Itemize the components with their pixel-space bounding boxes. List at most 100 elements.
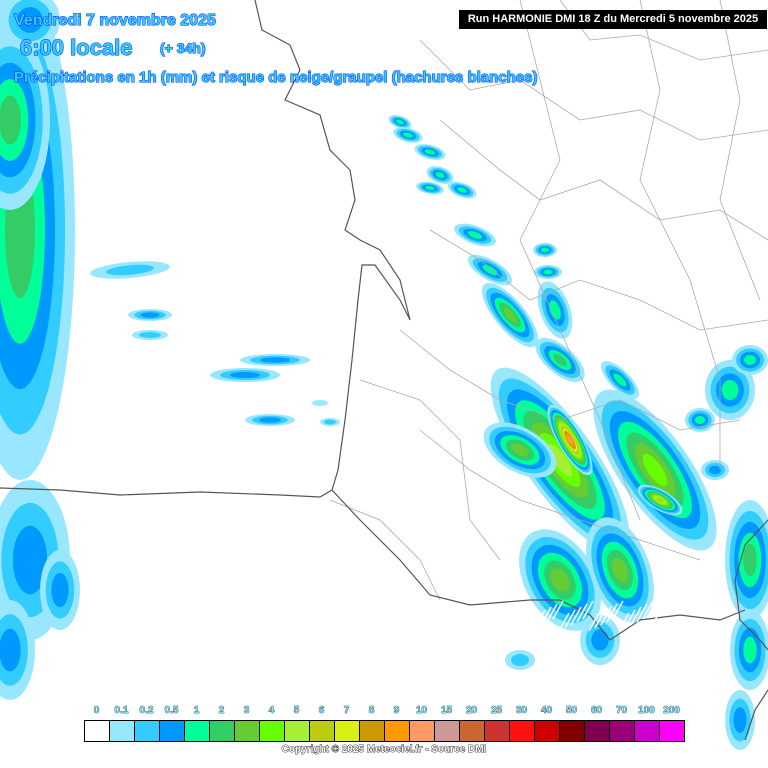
legend-label: 25 [490,705,503,717]
precipitation-field [0,0,768,750]
precip-contour [744,355,756,365]
precip-contour [511,654,529,666]
precip-contour [567,436,573,444]
legend-label: 4 [268,705,275,717]
legend-label: 50 [565,705,578,717]
legend-label: 7 [343,705,350,717]
precip-contour [17,7,43,33]
legend-label: 15 [440,705,453,717]
precip-contour [733,707,747,733]
snow-hatch-line [606,603,618,623]
legend-swatch [110,721,135,741]
snow-hatch-line [540,606,552,626]
snow-hatch-line [576,603,588,623]
precip-contour [642,453,668,487]
precip-contour [695,416,705,424]
snow-hatch-line [534,609,546,629]
precip-contour [613,373,627,387]
precip-contour [139,332,161,338]
precip-contour [140,312,160,318]
legend-swatch [485,721,510,741]
precip-contour [403,132,413,138]
precip-contour [591,629,609,651]
precip-contour [550,568,570,592]
precip-contour [12,525,48,595]
snow-hatch-line [600,606,612,626]
legend-swatch [610,721,635,741]
legend-label: 60 [590,705,603,717]
legend-swatch [185,721,210,741]
forecast-lead-time: (+ 34h) [160,40,207,57]
precip-contour [547,443,573,477]
legend-label: 0.1 [114,705,129,717]
legend-label: 3 [243,705,250,717]
legend-label: 0.2 [139,705,154,717]
precip-contour [230,372,260,378]
legend-swatch [360,721,385,741]
legend-label: 10 [415,705,428,717]
legend-label: 0 [93,705,100,717]
legend-swatch [260,721,285,741]
legend-swatch [535,721,560,741]
precip-contour [612,557,628,583]
precip-contour [541,247,549,253]
precip-contour [709,465,721,475]
legend-label: 30 [515,705,528,717]
precip-contour [312,400,328,406]
legend-label: 200 [663,705,680,717]
legend-swatch [635,721,660,741]
precip-contour [543,269,553,275]
legend-label: 5 [293,705,300,717]
legend-swatch [135,721,160,741]
legend-swatch [460,721,485,741]
legend-swatch [285,721,310,741]
snow-hatch-line [558,612,570,632]
legend-swatch [335,721,360,741]
precip-contour [0,95,21,145]
legend-label: 100 [638,705,655,717]
snow-hatch-line [636,603,648,623]
model-run-label: Run HARMONIE DMI 18 Z du Mercredi 5 nove… [459,10,767,29]
snow-hatch-line [630,606,642,626]
precip-contour [468,231,482,239]
snow-hatch-line [582,600,594,620]
legend-label: 20 [465,705,478,717]
copyright: Copyright © 2025 Meteociel.fr - Source D… [281,744,487,756]
precip-contour [425,185,435,191]
legend-swatch [585,721,610,741]
snow-hatch-line [618,612,630,632]
precip-contour [106,264,154,276]
precip-contour [503,307,517,323]
legend-label: 6 [318,705,325,717]
forecast-date: Vendredi 7 novembre 2025 [14,12,217,30]
precip-contour [549,300,561,320]
precip-contour [259,417,281,423]
precip-contour [396,119,404,125]
map-description: Précipitations en 1h (mm) et risque de n… [13,69,538,87]
snow-hatch-line [648,612,660,632]
legend-swatch [560,721,585,741]
precip-contour [553,353,567,367]
snow-hatch-line [546,603,558,623]
precip-contour [260,357,290,363]
precip-contour [435,172,445,178]
legend-swatch [310,721,335,741]
legend-labels: 0 0.1 0.2 0.5 1 2 3 4 5 6 7 8 9 10 15 20 25 30 40 50 60 70 100… [84,705,684,719]
precip-contour [324,419,336,425]
legend-label: 9 [393,705,400,717]
snow-hatch-line [564,609,576,629]
snow-hatch-line [642,600,654,620]
legend-label: 40 [540,705,553,717]
precip-contour [482,264,498,276]
legend-label: 1 [193,705,200,717]
coastline [0,0,768,741]
precip-contour [656,497,664,503]
precip-contour [721,380,739,400]
forecast-time: 6:00 locale [20,35,134,61]
legend-swatch [660,721,684,741]
precip-contour [743,543,757,577]
precip-contour [0,628,21,672]
legend-swatch [85,721,110,741]
